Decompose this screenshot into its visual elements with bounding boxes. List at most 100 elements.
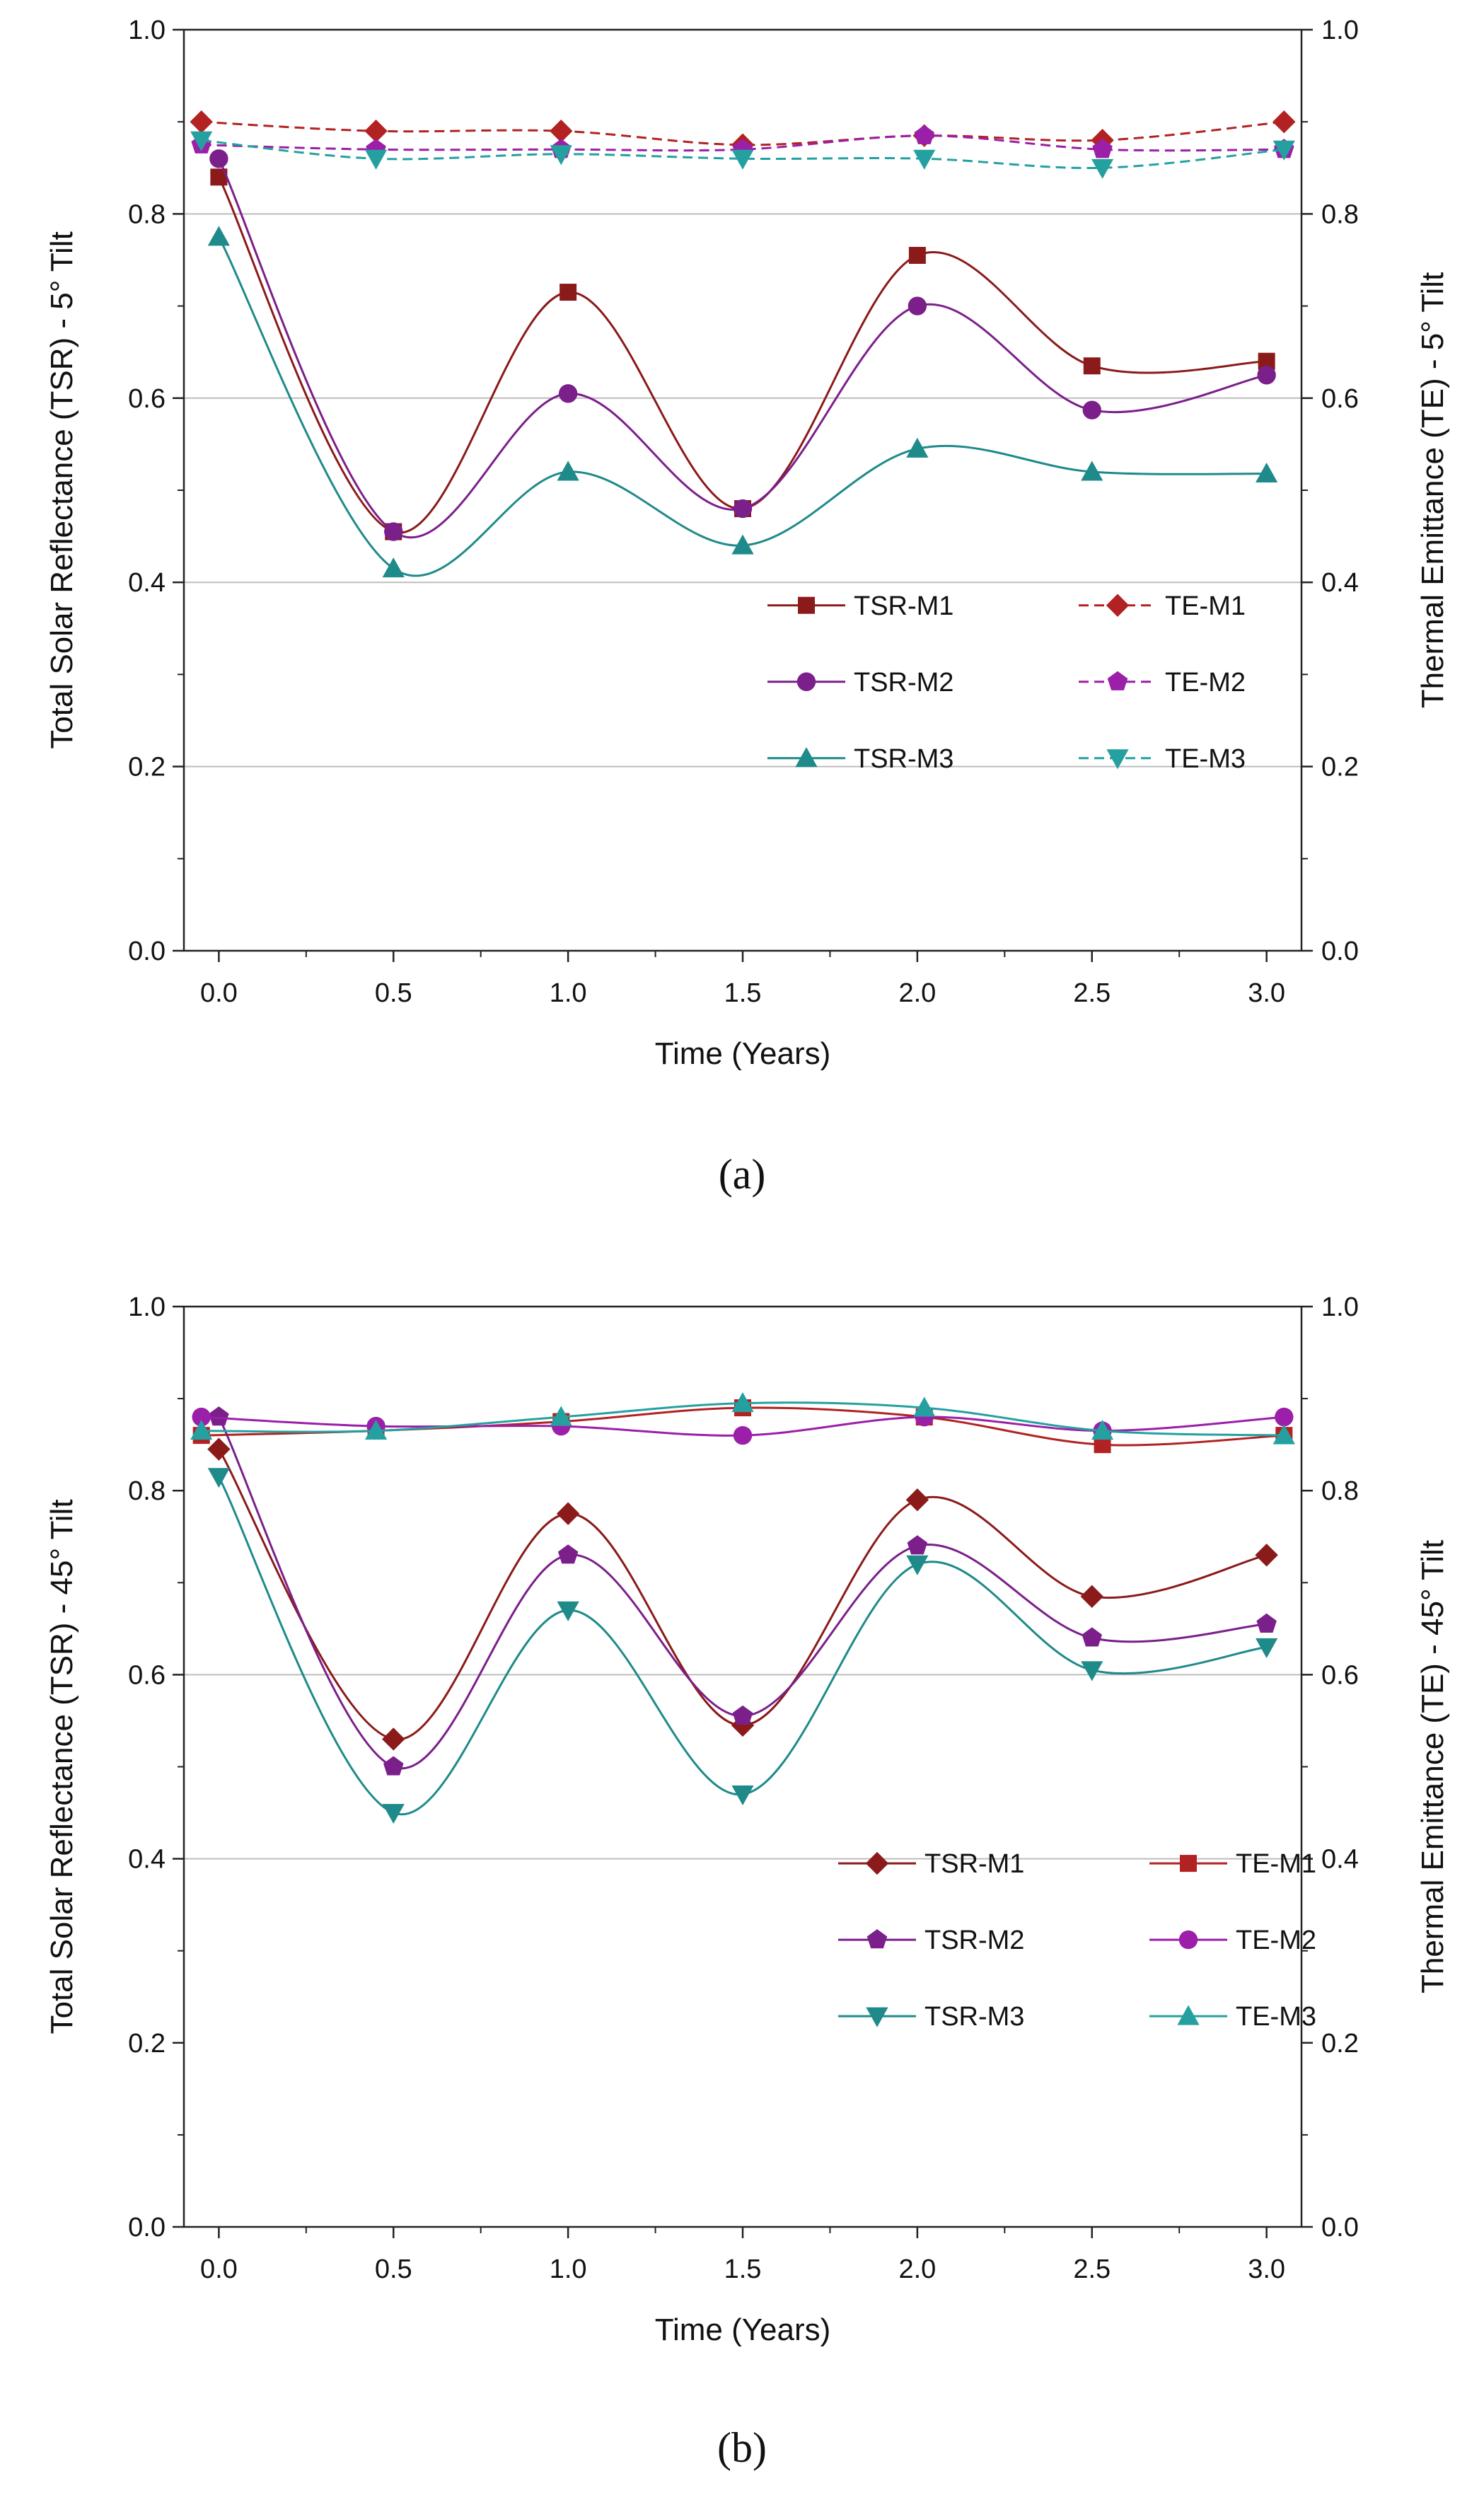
panel-label: (a) bbox=[719, 1151, 766, 1198]
data-point bbox=[384, 522, 403, 541]
data-point bbox=[913, 1396, 936, 1417]
data-point bbox=[190, 110, 213, 134]
legend-label: TE-M3 bbox=[1236, 2002, 1316, 2032]
data-point bbox=[207, 1437, 231, 1461]
y-tick-label-left: 1.0 bbox=[128, 16, 166, 45]
legend-marker bbox=[865, 1851, 889, 1875]
legend-item: TSR-M3 bbox=[838, 2002, 1024, 2032]
data-point bbox=[1258, 352, 1275, 370]
data-point bbox=[1081, 1661, 1103, 1681]
data-point bbox=[383, 1756, 404, 1776]
data-point bbox=[190, 1420, 213, 1440]
data-point bbox=[209, 149, 228, 168]
data-point bbox=[550, 145, 572, 166]
data-point bbox=[1255, 1544, 1278, 1567]
data-point bbox=[906, 437, 929, 458]
legend-label: TSR-M2 bbox=[924, 1926, 1024, 1955]
data-point bbox=[731, 149, 754, 170]
y-tick-label-left: 0.8 bbox=[128, 1476, 166, 1506]
y-tick-label-right: 0.6 bbox=[1321, 1660, 1359, 1690]
legend-label: TSR-M1 bbox=[924, 1849, 1024, 1879]
x-tick-label: 2.0 bbox=[898, 978, 936, 1008]
y-axis-label-right: Thermal Emittance (TE) - 45° Tilt bbox=[1415, 1540, 1450, 1993]
legend-marker bbox=[1106, 749, 1129, 770]
y-axis-label-left: Total Solar Reflectance (TSR) - 45° Tilt bbox=[45, 1499, 79, 2034]
legend-item: TSR-M3 bbox=[767, 744, 953, 774]
data-point bbox=[550, 1406, 572, 1426]
legend-item: TE-M3 bbox=[1149, 2002, 1316, 2032]
series-line bbox=[218, 176, 1267, 534]
legend-marker bbox=[866, 1929, 888, 1949]
y-tick-label-left: 1.0 bbox=[128, 1292, 166, 1322]
x-tick-label: 1.0 bbox=[550, 978, 587, 1008]
data-point bbox=[364, 149, 388, 170]
data-point bbox=[733, 1425, 753, 1445]
y-tick-label-right: 0.4 bbox=[1321, 1845, 1359, 1875]
series-line bbox=[218, 1476, 1267, 1816]
legend-marker bbox=[1106, 594, 1130, 617]
data-point bbox=[1091, 158, 1114, 179]
data-point bbox=[1275, 1407, 1294, 1427]
legend-item: TE-M2 bbox=[1079, 668, 1246, 697]
legend-marker bbox=[1180, 1855, 1197, 1872]
legend-marker bbox=[1177, 2005, 1200, 2025]
series-te-m3 bbox=[190, 131, 1295, 179]
data-point bbox=[207, 226, 230, 246]
y-tick-label-right: 0.8 bbox=[1321, 1476, 1359, 1506]
data-point bbox=[382, 1804, 405, 1824]
legend-label: TE-M3 bbox=[1165, 744, 1246, 774]
data-point bbox=[560, 284, 577, 301]
legend-item: TE-M1 bbox=[1079, 591, 1246, 621]
legend-item: TE-M1 bbox=[1149, 1849, 1316, 1879]
data-point bbox=[1083, 357, 1101, 375]
data-point bbox=[1092, 139, 1113, 158]
data-point bbox=[913, 149, 936, 170]
data-point bbox=[192, 1407, 211, 1427]
y-tick-label-left: 0.4 bbox=[128, 1845, 166, 1875]
legend-marker bbox=[1107, 671, 1128, 690]
legend-label: TE-M1 bbox=[1165, 591, 1246, 621]
y-tick-label-right: 0.0 bbox=[1321, 2213, 1359, 2242]
data-point bbox=[557, 461, 579, 481]
data-point bbox=[364, 120, 388, 143]
data-point bbox=[382, 1727, 405, 1751]
legend-label: TSR-M1 bbox=[854, 591, 953, 621]
legend-item: TSR-M2 bbox=[838, 1926, 1024, 1955]
data-point bbox=[1094, 1436, 1111, 1454]
series-te-m3 bbox=[190, 1392, 1295, 1445]
data-point bbox=[1273, 110, 1296, 134]
data-point bbox=[908, 296, 927, 316]
data-point bbox=[1256, 1638, 1278, 1658]
legend-item: TSR-M1 bbox=[767, 591, 953, 621]
series-tsr-m3 bbox=[207, 1468, 1278, 1824]
chart-panel-a: 0.0 0.0 0.2 0.2 0.4 0.4 0.6 0.6 0.8 0.8 1.0 1.0 0.0 0… bbox=[45, 16, 1450, 1198]
x-tick-label: 1.0 bbox=[550, 2254, 587, 2284]
data-point bbox=[558, 384, 578, 403]
data-point bbox=[731, 534, 754, 555]
legend-label: TE-M2 bbox=[1165, 668, 1246, 697]
legend-marker bbox=[795, 747, 818, 768]
data-point bbox=[906, 1555, 929, 1575]
legend-label: TE-M2 bbox=[1236, 1926, 1316, 1955]
y-tick-label-left: 0.0 bbox=[128, 937, 166, 966]
x-tick-label: 0.5 bbox=[375, 978, 412, 1008]
y-tick-label-left: 0.8 bbox=[128, 199, 166, 229]
legend-item: TE-M3 bbox=[1079, 744, 1246, 774]
y-axis-label-left: Total Solar Reflectance (TSR) - 5° Tilt bbox=[45, 231, 79, 749]
data-point bbox=[207, 1468, 230, 1488]
data-point bbox=[364, 1420, 388, 1440]
data-point bbox=[1082, 1627, 1102, 1647]
legend-item: TSR-M2 bbox=[767, 668, 953, 697]
x-axis-label: Time (Years) bbox=[655, 1036, 831, 1071]
series-tsr-m2 bbox=[209, 1406, 1277, 1776]
legend: TSR-M1 TE-M1 TSR-M2 TE-M2 TSR-M3 TE-M3 bbox=[838, 1849, 1316, 2032]
data-point bbox=[907, 1535, 928, 1555]
x-tick-label: 3.0 bbox=[1248, 978, 1285, 1008]
data-point bbox=[190, 131, 213, 151]
data-point bbox=[731, 1392, 754, 1413]
legend-marker bbox=[798, 596, 815, 614]
data-point bbox=[914, 125, 934, 144]
data-point bbox=[1273, 140, 1295, 161]
x-tick-label: 2.5 bbox=[1073, 2254, 1111, 2284]
